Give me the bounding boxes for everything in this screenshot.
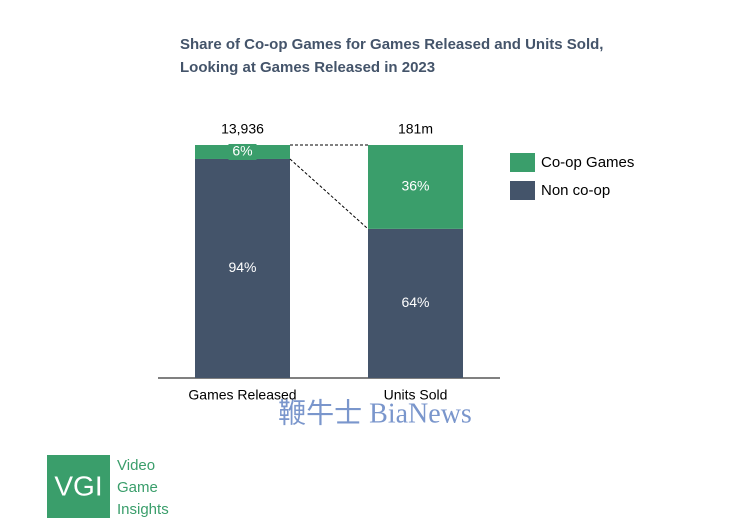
connector xyxy=(289,158,369,230)
label-bg xyxy=(228,143,257,160)
value-label: 36% xyxy=(401,178,429,194)
legend-label: Non co-op xyxy=(541,182,610,199)
watermark: 鞭牛士 BiaNews xyxy=(278,397,472,429)
x-tick-label: Units Sold xyxy=(384,387,448,403)
legend-swatch xyxy=(510,153,535,172)
bar-segment xyxy=(368,145,463,229)
logo-mark: VGI xyxy=(54,470,102,501)
logo-text: Video xyxy=(117,457,155,474)
logo-text: Insights xyxy=(117,501,169,518)
legend-swatch xyxy=(510,181,535,200)
x-tick-label: Games Released xyxy=(188,387,296,403)
value-label: 6% xyxy=(232,143,252,159)
value-label: 94% xyxy=(228,259,256,275)
bar-segment xyxy=(368,228,463,378)
logo-box xyxy=(47,455,110,518)
value-label: 64% xyxy=(401,294,429,310)
bar-segment xyxy=(195,158,290,378)
total-label: 13,936 xyxy=(221,121,264,137)
logo-text: Game xyxy=(117,479,158,496)
total-label: 181m xyxy=(398,121,433,137)
chart-title: Share of Co-op Games for Games Released … xyxy=(180,36,603,53)
chart-subtitle: Looking at Games Released in 2023 xyxy=(180,59,435,76)
legend-label: Co-op Games xyxy=(541,154,634,171)
